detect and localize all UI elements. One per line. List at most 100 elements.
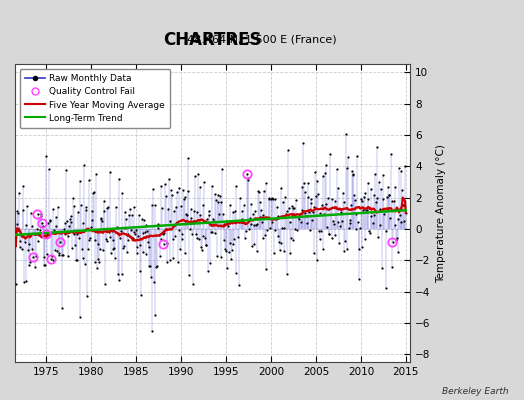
Point [167,187,175,193]
Point [83,293,91,300]
Point [392,235,401,241]
Point [238,208,246,215]
Point [267,195,276,202]
Point [71,242,79,248]
Point [311,169,319,176]
Point [63,253,72,259]
Point [365,228,373,234]
Point [287,235,295,242]
Point [266,224,274,231]
Point [108,246,117,252]
Point [173,189,181,195]
Point [217,254,225,260]
Point [399,202,408,208]
Point [347,202,355,208]
Point [201,242,210,248]
Point [103,238,112,244]
Point [100,208,108,214]
Point [72,257,80,264]
Point [38,220,46,226]
Point [361,190,369,196]
Point [115,277,124,283]
Point [200,178,208,185]
Point [12,281,20,287]
Point [16,244,25,250]
Point [171,233,179,239]
Point [396,168,405,174]
Point [294,212,303,219]
Point [274,233,282,239]
Point [28,245,37,252]
Point [288,203,296,210]
Point [265,196,273,202]
Point [348,170,357,177]
Point [114,270,122,277]
Point [223,218,232,224]
Point [141,222,150,229]
Point [337,209,345,215]
Point [397,219,406,225]
Point [214,192,223,198]
Point [282,208,291,215]
Point [152,263,161,269]
Point [171,204,180,210]
Point [45,218,53,224]
Point [370,212,378,218]
Point [319,173,327,180]
Point [147,202,156,208]
Point [323,224,331,230]
Point [241,235,249,242]
Point [391,222,399,228]
Point [111,255,119,261]
Point [400,218,409,224]
Point [189,218,198,224]
Point [181,250,190,256]
Point [298,184,306,190]
Point [390,198,398,204]
Point [56,238,64,245]
Point [152,264,160,270]
Point [374,234,383,240]
Point [199,202,207,208]
Point [158,205,166,211]
Point [399,202,407,208]
Point [363,206,371,213]
Point [284,146,292,153]
Point [197,244,205,250]
Point [82,204,91,210]
Point [225,249,233,255]
Point [105,229,113,235]
Point [392,237,400,244]
Point [49,257,58,264]
Point [29,231,38,238]
Point [67,213,75,220]
Point [191,172,199,179]
Point [345,225,353,232]
Point [338,218,346,224]
Point [134,233,142,240]
Point [295,215,303,222]
Point [199,233,208,239]
Point [123,248,131,255]
Point [22,278,30,284]
Point [314,228,323,234]
Point [233,218,241,224]
Point [80,162,88,168]
Point [276,240,285,246]
Point [90,237,99,243]
Point [382,228,390,234]
Point [261,180,270,186]
Point [379,196,388,202]
Point [237,217,245,224]
Point [309,204,318,210]
Point [291,226,299,232]
Point [346,217,355,223]
Point [385,192,394,198]
Point [58,304,67,311]
Point [318,202,326,208]
Point [34,238,42,244]
Point [352,226,361,232]
Point [369,192,378,198]
Point [138,216,146,222]
Point [243,171,251,177]
